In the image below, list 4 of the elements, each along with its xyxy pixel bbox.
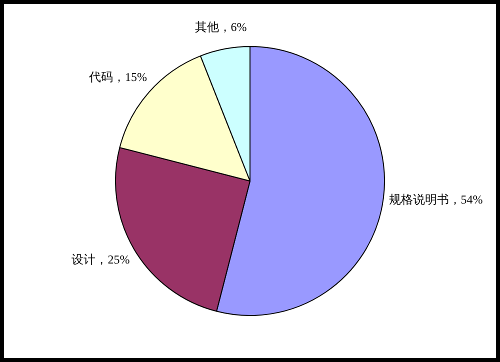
slice-label: 设计，25% xyxy=(72,252,130,267)
slice-label: 规格说明书，54% xyxy=(388,192,483,207)
slice-label: 代码，15% xyxy=(88,70,147,84)
slice-label: 其他，6% xyxy=(194,20,247,34)
